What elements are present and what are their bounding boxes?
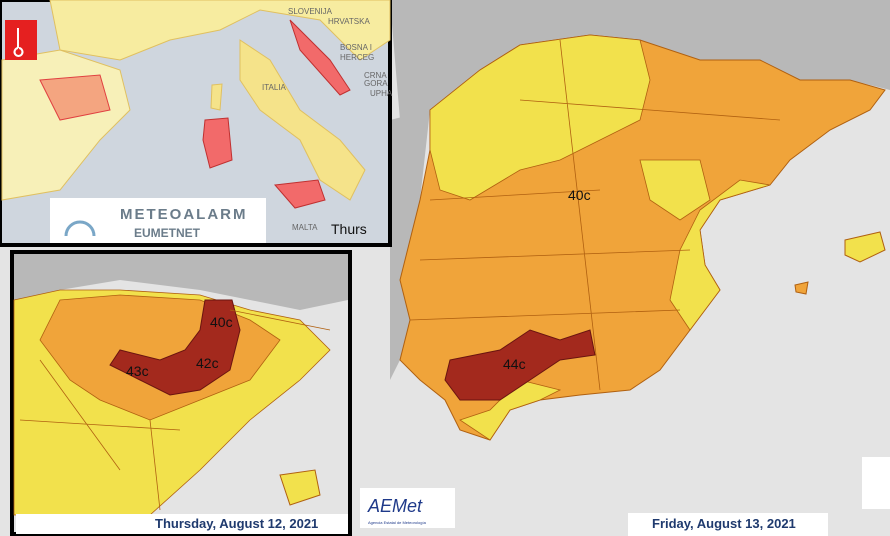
logo-subtitle: EUMETNET (134, 226, 201, 240)
portugal-land (390, 110, 430, 380)
yellow-zone-south (459, 379, 562, 441)
yellow-zone-aragon (639, 159, 711, 221)
place-label: UPHA (370, 89, 393, 98)
day-label: Thurs (331, 221, 367, 237)
place-label: MALTA (292, 223, 318, 232)
logo-title: METEOALARM (120, 206, 248, 223)
place-label: HERCEG (340, 53, 374, 62)
temperature-label: 40c (210, 314, 233, 330)
aemet-logo: AEMet (367, 496, 423, 516)
date-banner (628, 513, 828, 536)
yellow-zone-east (669, 179, 771, 331)
temperature-label: 44c (503, 356, 526, 372)
place-label: GORA (364, 79, 388, 88)
temperature-label: 40c (568, 187, 591, 203)
temperature-label: 42c (196, 355, 219, 371)
place-label: CRNA (364, 71, 387, 80)
region-borders (409, 39, 781, 391)
white-box (862, 457, 890, 509)
temperature-label: 43c (126, 363, 149, 379)
place-label: HRVATSKA (328, 17, 370, 26)
balearic-islands (844, 231, 886, 263)
place-label: SLOVENIJA (288, 7, 333, 16)
yellow-zone-north (429, 34, 651, 201)
spain-inset: 40c 43c 42c Thursday, August 12, 2021 (10, 250, 352, 536)
aemet-logo-bg (360, 488, 455, 528)
date: Thursday, August 12, 2021 (155, 516, 318, 531)
place-label: BOSNA I (340, 43, 372, 52)
europe-inset: SLOVENIJA HRVATSKA BOSNA I HERCEG CRNA G… (0, 0, 393, 247)
red-zone (444, 329, 596, 401)
date: Friday, August 13, 2021 (652, 516, 796, 531)
ibiza (794, 281, 809, 295)
place-label: ITALIA (262, 83, 287, 92)
aemet-subtitle: Agencia Estatal de Meteorología (368, 520, 427, 525)
france-land (390, 0, 890, 120)
